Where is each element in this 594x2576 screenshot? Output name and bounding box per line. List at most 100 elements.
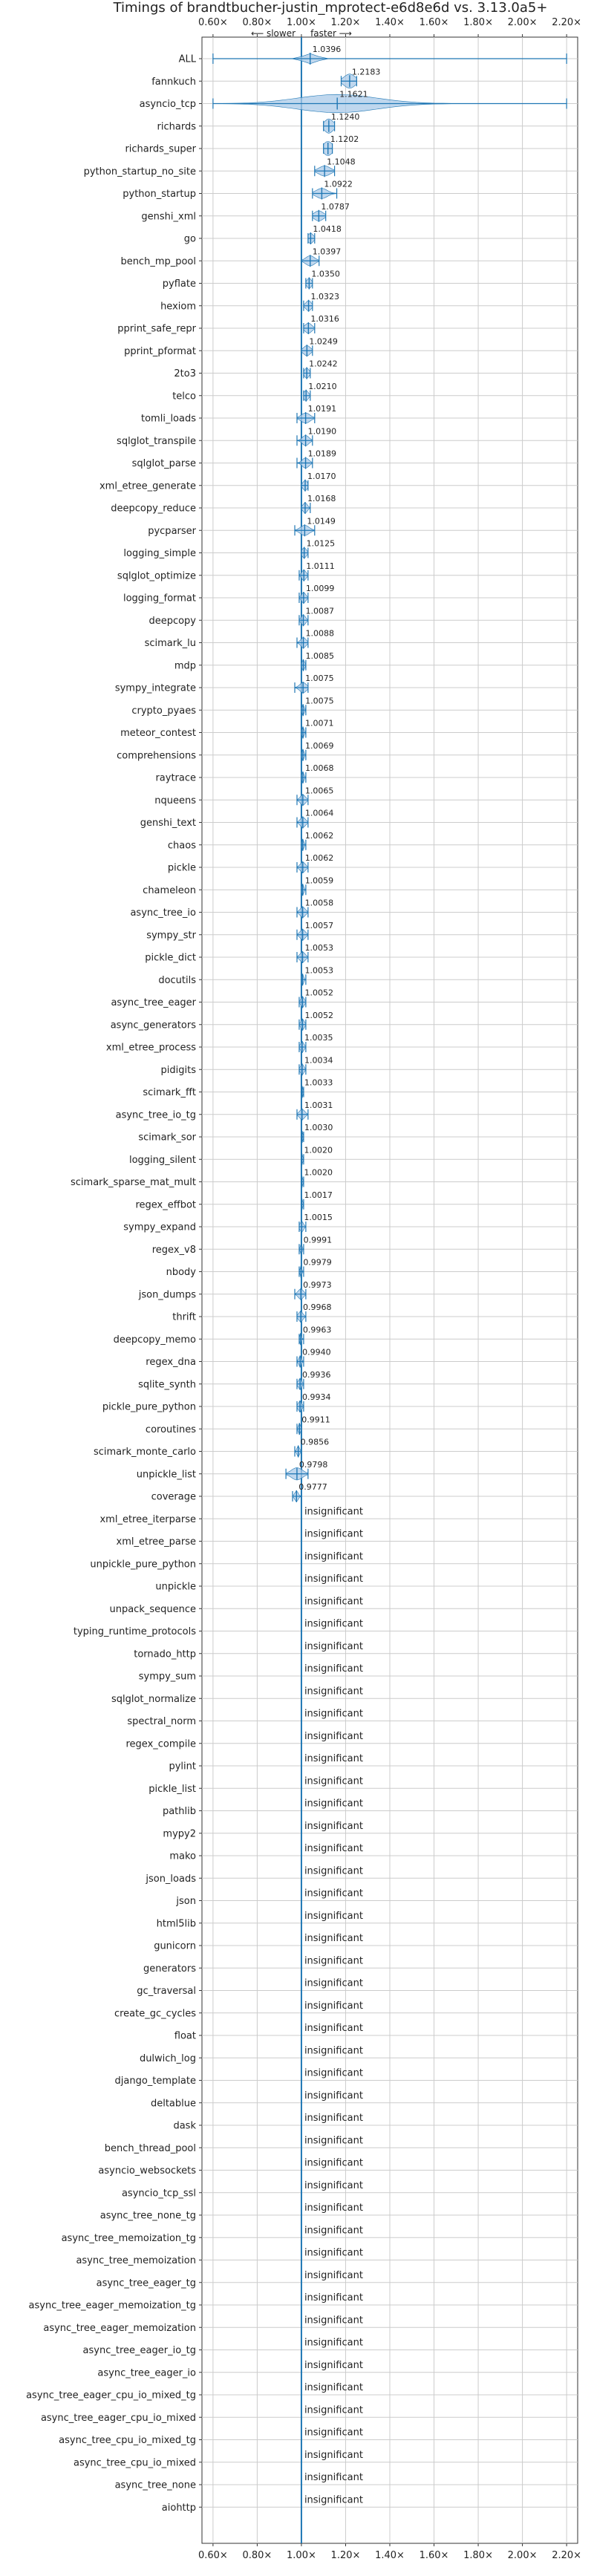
benchmark-label: sqlglot_normalize (111, 1694, 196, 1705)
benchmark-label: bench_mp_pool (120, 256, 196, 267)
benchmark-label: pickle_pure_python (102, 1402, 196, 1413)
value-label: 0.9940 (302, 1348, 331, 1357)
benchmark-label: unpickle_list (137, 1469, 196, 1480)
benchmark-label: nbody (166, 1267, 197, 1278)
benchmark-label: pprint_pformat (124, 346, 196, 357)
benchmark-label: unpack_sequence (109, 1604, 196, 1615)
insignificant-label: insignificant (304, 1753, 363, 1764)
benchmark-label: comprehensions (117, 750, 196, 761)
x-tick-label-bottom: 0.60× (198, 2550, 228, 2561)
benchmark-label: spectral_norm (127, 1716, 196, 1727)
faster-direction-label: faster ⟶ (310, 28, 352, 39)
x-tick-label-bottom: 2.20× (552, 2550, 581, 2561)
x-tick-label-top: 0.80× (242, 17, 272, 28)
value-label: 1.0170 (307, 472, 336, 481)
value-label: 1.0191 (308, 404, 337, 414)
x-tick-label-top: 1.00× (287, 17, 316, 28)
value-label: 0.9973 (303, 1280, 332, 1290)
insignificant-label: insignificant (304, 2404, 363, 2416)
insignificant-label: insignificant (304, 1799, 363, 1810)
insignificant-label: insignificant (304, 2494, 363, 2505)
benchmark-label: unpickle (155, 1582, 196, 1593)
value-label: 0.9936 (302, 1370, 331, 1380)
benchmark-label: deepcopy_reduce (111, 503, 196, 515)
benchmark-label: fannkuch (151, 76, 196, 88)
benchmark-label: python_startup_no_site (84, 166, 196, 177)
benchmark-label: float (174, 2031, 196, 2042)
benchmark-label: tornado_http (134, 1649, 196, 1660)
benchmark-label: sqlglot_optimize (117, 570, 196, 581)
benchmark-label: crypto_pyaes (131, 705, 196, 717)
x-tick-label-top: 1.20× (331, 17, 361, 28)
insignificant-label: insignificant (304, 1596, 363, 1607)
x-tick-label-top: 0.60× (198, 17, 228, 28)
benchmark-label: hexiom (160, 301, 196, 312)
benchmark-label: dulwich_log (140, 2053, 196, 2064)
insignificant-label: insignificant (304, 2360, 363, 2371)
value-label: 1.0030 (304, 1123, 333, 1132)
benchmark-label: create_gc_cycles (114, 2008, 196, 2019)
insignificant-label: insignificant (304, 2225, 363, 2236)
value-label: 1.0190 (308, 426, 337, 436)
value-label: 1.0922 (324, 180, 353, 189)
value-label: 1.0418 (313, 224, 342, 234)
value-label: 0.9991 (304, 1235, 333, 1245)
benchmark-label: pycparser (148, 526, 196, 537)
value-label: 0.9856 (301, 1438, 330, 1447)
benchmark-label: json (175, 1896, 196, 1907)
benchmark-label: thrift (172, 1312, 196, 1323)
value-label: 1.0035 (304, 1033, 333, 1043)
benchmark-label: pickle_dict (145, 953, 196, 964)
benchmark-label: sympy_sum (139, 1672, 196, 1683)
benchmark-label: python_startup (123, 189, 196, 200)
insignificant-label: insignificant (304, 1933, 363, 1944)
benchmark-label: scimark_monte_carlo (94, 1447, 196, 1458)
value-label: 1.0034 (304, 1055, 333, 1065)
benchmark-label: regex_dna (146, 1357, 196, 1368)
value-label: 1.0053 (305, 943, 334, 953)
value-label: 1.2183 (352, 67, 381, 76)
benchmark-label: aiohttp (162, 2502, 196, 2514)
insignificant-label: insignificant (304, 2270, 363, 2281)
insignificant-label: insignificant (304, 1529, 363, 1540)
benchmark-label: pidigits (161, 1065, 197, 1076)
insignificant-label: insignificant (304, 1641, 363, 1652)
value-label: 0.9777 (298, 1482, 327, 1492)
benchmark-label: sqlite_synth (138, 1379, 196, 1390)
benchmark-label: sqlglot_transpile (117, 436, 196, 447)
insignificant-label: insignificant (304, 2113, 363, 2124)
benchmark-label: pprint_safe_repr (117, 324, 196, 335)
benchmark-label: async_tree_cpu_io_mixed_tg (59, 2435, 196, 2446)
x-tick-label-top: 1.80× (463, 17, 493, 28)
benchmark-label: async_tree_eager_tg (97, 2277, 196, 2289)
benchmark-label: json_dumps (138, 1289, 196, 1300)
benchmark-label: coverage (151, 1492, 196, 1503)
value-label: 1.0087 (306, 606, 335, 616)
value-label: 0.9934 (302, 1392, 331, 1402)
value-label: 1.0350 (311, 270, 340, 279)
insignificant-label: insignificant (304, 2023, 363, 2034)
x-tick-label-bottom: 0.80× (242, 2550, 272, 2561)
benchmark-label: go (184, 234, 196, 245)
benchmark-label: tomli_loads (141, 414, 196, 425)
insignificant-label: insignificant (304, 2292, 363, 2303)
plot-area: 0.60× 0.60× 0.80× 0.80× 1.00× 1.00× 1.20× 1.20×… (26, 17, 581, 2561)
benchmark-label: mypy2 (163, 1828, 196, 1839)
insignificant-label: insignificant (304, 2202, 363, 2214)
slower-direction-label: ⟵ slower (251, 28, 296, 39)
insignificant-label: insignificant (304, 2001, 363, 2012)
insignificant-label: insignificant (304, 1776, 363, 1787)
insignificant-label: insignificant (304, 1663, 363, 1675)
value-label: 1.0396 (313, 45, 342, 54)
insignificant-label: insignificant (304, 2045, 363, 2056)
value-label: 1.1202 (330, 134, 359, 144)
insignificant-label: insignificant (304, 1865, 363, 1876)
benchmark-label: gunicorn (154, 1941, 196, 1952)
benchmark-label: nqueens (154, 795, 196, 806)
value-label: 1.1240 (331, 112, 360, 122)
benchmark-label: raytrace (155, 773, 196, 784)
benchmark-label: chaos (168, 840, 196, 851)
benchmark-label: async_tree_none_tg (100, 2211, 196, 2222)
insignificant-label: insignificant (304, 2158, 363, 2169)
insignificant-label: insignificant (304, 1731, 363, 1742)
